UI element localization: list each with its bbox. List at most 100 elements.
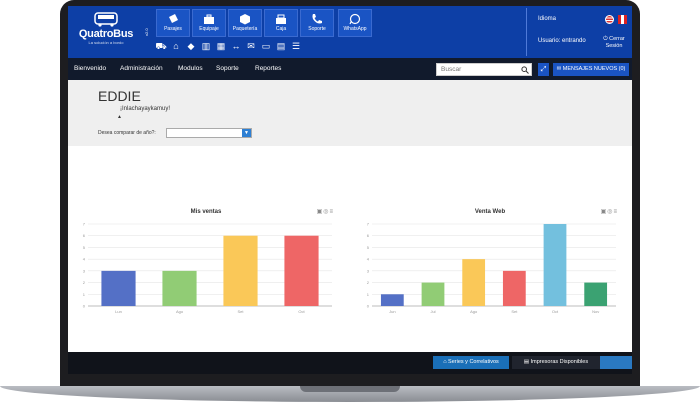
module-pasajes[interactable]: Pasajes bbox=[156, 9, 190, 37]
search-input[interactable]: Buscar bbox=[436, 63, 532, 76]
logout-button[interactable]: ⏻ Cerrar Sesión bbox=[598, 36, 630, 50]
logo-subtitle: La solución a bordo bbox=[88, 40, 124, 45]
transfer-icon[interactable]: ↔ bbox=[231, 41, 241, 51]
x-tick-label: Nov bbox=[592, 309, 599, 314]
compare-year-select[interactable]: ▼ bbox=[166, 128, 252, 138]
chart-toolbox[interactable]: ▣◎≡ bbox=[600, 209, 618, 215]
ticket-icon bbox=[169, 14, 178, 23]
bar-jul bbox=[421, 282, 445, 306]
divider bbox=[526, 8, 527, 56]
bar-oct bbox=[543, 224, 567, 306]
nav-item-modulos[interactable]: Modulos bbox=[178, 65, 203, 72]
session-status: Usuario: entrando bbox=[538, 38, 586, 44]
y-tick-label: 5 bbox=[83, 245, 86, 250]
messages-button[interactable]: ✉ MENSAJES NUEVOS (0) bbox=[553, 63, 629, 76]
x-tick-label: Jun bbox=[389, 309, 395, 314]
x-tick-label: Set bbox=[237, 309, 244, 314]
card-icon[interactable]: ▭ bbox=[261, 41, 271, 51]
y-tick-label: 6 bbox=[83, 233, 86, 238]
expand-icon[interactable]: ⤢ bbox=[538, 63, 549, 76]
y-tick-label: 4 bbox=[83, 257, 86, 262]
module-paqueteria[interactable]: Paquetería bbox=[228, 9, 262, 37]
bar-jun bbox=[380, 294, 404, 306]
module-soporte[interactable]: Soporte bbox=[300, 9, 334, 37]
bus-icon[interactable]: ⛟ bbox=[155, 41, 167, 51]
logo-text: QuatroBus bbox=[78, 28, 134, 40]
y-tick-label: 0 bbox=[367, 304, 370, 309]
app-logo[interactable]: QuatroBus La solución a bordo bbox=[72, 12, 140, 52]
bar-nov bbox=[584, 282, 608, 306]
y-tick-label: 3 bbox=[367, 268, 370, 273]
bar-oct bbox=[284, 235, 319, 306]
chart-icon[interactable]: ▥ bbox=[201, 41, 211, 51]
cube-icon[interactable]: ◆ bbox=[187, 41, 195, 51]
bar-set bbox=[223, 235, 258, 306]
y-tick-label: 7 bbox=[83, 222, 86, 227]
nav-item-bienvenido[interactable]: Bienvenido bbox=[74, 65, 107, 72]
flag-us-icon[interactable] bbox=[605, 15, 614, 24]
welcome-panel: EDDIE ¡Inlachayaykamuy! ▲ Desea comparar… bbox=[68, 80, 632, 146]
module-label: Pasajes bbox=[164, 26, 182, 32]
caret-up-icon: ▲ bbox=[117, 114, 122, 120]
package-icon bbox=[240, 14, 250, 25]
chart-title: Venta Web bbox=[474, 209, 506, 215]
module-caja[interactable]: Caja bbox=[264, 9, 298, 37]
y-tick-label: 3 bbox=[83, 268, 86, 273]
x-tick-label: Jul bbox=[430, 309, 435, 314]
y-tick-label: 1 bbox=[367, 292, 370, 297]
list-icon[interactable]: ☰ bbox=[291, 41, 301, 51]
x-tick-label: Ago bbox=[470, 309, 478, 314]
nav-item-soporte[interactable]: Soporte bbox=[216, 65, 239, 72]
nav-item-reportes[interactable]: Reportes bbox=[255, 65, 282, 72]
module-label: Paquetería bbox=[232, 26, 258, 32]
messages-label: MENSAJES NUEVOS (0) bbox=[562, 66, 626, 72]
x-tick-label: Set bbox=[511, 309, 518, 314]
chart-mis-ventas: Mis ventas ▣◎≡ 0 1 2 3 4 5 6 7 Lun Ago Set Oct bbox=[72, 206, 340, 321]
search-placeholder: Buscar bbox=[441, 66, 462, 73]
series-label: Series y Correlativos bbox=[448, 359, 499, 365]
laptop-notch bbox=[300, 386, 400, 392]
chart-title: Mis ventas bbox=[190, 209, 222, 215]
chevron-down-icon[interactable]: ▼ bbox=[242, 129, 251, 137]
y-tick-label: 1 bbox=[83, 292, 86, 297]
nav-item-administracion[interactable]: Administración bbox=[120, 65, 163, 72]
laptop-base bbox=[0, 386, 700, 402]
calendar-icon[interactable]: ▦ bbox=[216, 41, 226, 51]
bus-logo-icon bbox=[94, 12, 118, 27]
y-tick-label: 7 bbox=[367, 222, 370, 227]
y-tick-label: 2 bbox=[83, 280, 86, 285]
chart-toolbox[interactable]: ▣◎≡ bbox=[316, 209, 334, 215]
bar-ago bbox=[462, 259, 486, 306]
mail-icon[interactable]: ✉ bbox=[247, 41, 255, 51]
main-nav: Bienvenido Administración Modulos Soport… bbox=[68, 58, 632, 80]
module-equipaje[interactable]: Equipaje bbox=[192, 9, 226, 37]
cash-register-icon bbox=[276, 14, 286, 24]
bar-ago bbox=[162, 270, 197, 306]
series-button[interactable]: ⌂ Series y Correlativos bbox=[433, 356, 509, 369]
power-icon: ⏻ bbox=[603, 36, 610, 42]
x-tick-label: Oct bbox=[298, 309, 305, 314]
bar-lun bbox=[101, 270, 136, 306]
app-screen: QuatroBus La solución a bordo v2.0 Pasaj… bbox=[68, 6, 632, 374]
footer-accent bbox=[600, 356, 632, 369]
x-tick-label: Ago bbox=[176, 309, 184, 314]
version-tag: v2.0 bbox=[144, 28, 149, 36]
module-label: Equipaje bbox=[199, 26, 219, 32]
route-icon[interactable]: ⌂ bbox=[173, 41, 179, 51]
footer-bar: ⌂ Series y Correlativos ▤ Impresoras Dis… bbox=[68, 352, 632, 374]
grid-icon[interactable]: ▤ bbox=[276, 41, 286, 51]
x-tick-label: Oct bbox=[552, 309, 559, 314]
logout-label: Cerrar Sesión bbox=[605, 36, 625, 49]
phone-icon bbox=[312, 14, 322, 24]
user-greeting: ¡Inlachayaykamuy! bbox=[120, 106, 171, 112]
y-tick-label: 4 bbox=[367, 257, 370, 262]
search-icon[interactable] bbox=[521, 66, 529, 74]
printer-icon: ▤ bbox=[523, 359, 531, 365]
module-label: Caja bbox=[275, 26, 287, 32]
suitcase-icon bbox=[204, 14, 214, 24]
printers-button[interactable]: ▤ Impresoras Disponibles bbox=[512, 356, 600, 369]
module-whatsapp[interactable]: WhatsApp bbox=[338, 9, 372, 37]
home-icon: ⌂ bbox=[443, 359, 449, 365]
flag-pe-icon[interactable] bbox=[618, 15, 627, 24]
